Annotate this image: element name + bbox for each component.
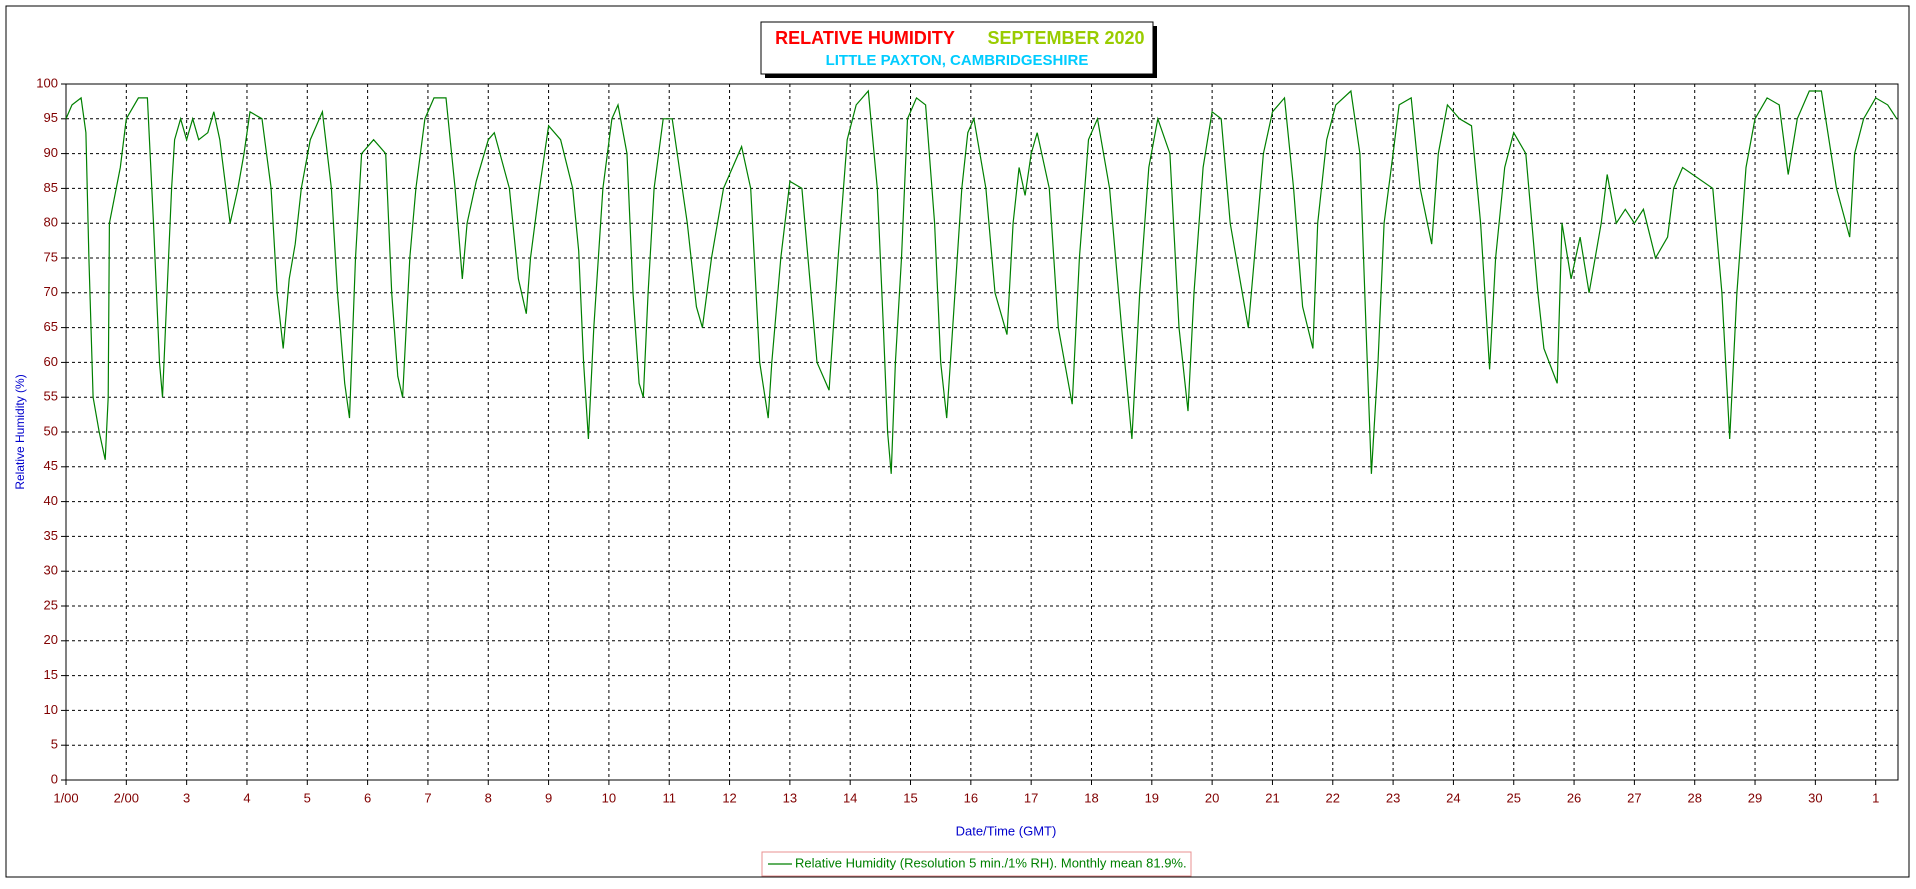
plot-frame	[65, 83, 1899, 781]
x-tick-label: 26	[1567, 790, 1581, 805]
y-tick-label: 0	[51, 771, 58, 786]
x-tick-label: 8	[485, 790, 492, 805]
y-tick-label: 20	[44, 632, 58, 647]
x-tick-label: 10	[602, 790, 616, 805]
title-box	[760, 21, 1154, 75]
y-tick-label: 65	[44, 319, 58, 334]
y-tick-label: 95	[44, 110, 58, 125]
legend-box	[761, 851, 1192, 877]
x-tick-label: 13	[783, 790, 797, 805]
x-tick-label: 1/00	[53, 790, 78, 805]
x-tick-label: 16	[964, 790, 978, 805]
y-tick-label: 60	[44, 354, 58, 369]
x-tick-label: 28	[1687, 790, 1701, 805]
x-tick-label: 30	[1808, 790, 1822, 805]
x-tick-label: 20	[1205, 790, 1219, 805]
x-tick-label: 14	[843, 790, 857, 805]
chart-title: RELATIVE HUMIDITY	[775, 28, 955, 48]
x-tick-label: 9	[545, 790, 552, 805]
x-tick-label: 6	[364, 790, 371, 805]
y-tick-label: 75	[44, 249, 58, 264]
y-tick-label: 35	[44, 528, 58, 543]
y-tick-label: 80	[44, 215, 58, 230]
y-tick-label: 85	[44, 180, 58, 195]
y-tick-label: 45	[44, 458, 58, 473]
y-tick-label: 15	[44, 667, 58, 682]
y-tick-label: 90	[44, 145, 58, 160]
x-tick-label: 21	[1265, 790, 1279, 805]
y-tick-label: 5	[51, 737, 58, 752]
x-tick-label: 5	[304, 790, 311, 805]
x-tick-label: 15	[903, 790, 917, 805]
x-tick-label: 18	[1084, 790, 1098, 805]
x-tick-label: 19	[1145, 790, 1159, 805]
x-tick-label: 24	[1446, 790, 1460, 805]
x-tick-label: 23	[1386, 790, 1400, 805]
x-tick-label: 17	[1024, 790, 1038, 805]
x-tick-label: 29	[1748, 790, 1762, 805]
x-axis-title: Date/Time (GMT)	[956, 823, 1057, 838]
x-tick-label: 22	[1326, 790, 1340, 805]
x-tick-label: 1	[1872, 790, 1879, 805]
x-tick-label: 27	[1627, 790, 1641, 805]
chart-title-period: SEPTEMBER 2020	[987, 28, 1144, 48]
plot-area	[66, 84, 1898, 780]
x-tick-label: 11	[662, 790, 676, 805]
x-tick-label: 7	[424, 790, 431, 805]
y-tick-label: 25	[44, 597, 58, 612]
x-tick-label: 2/00	[114, 790, 139, 805]
y-tick-label: 55	[44, 389, 58, 404]
x-tick-label: 4	[243, 790, 250, 805]
y-tick-label: 50	[44, 423, 58, 438]
y-tick-label: 10	[44, 702, 58, 717]
x-tick-label: 12	[722, 790, 736, 805]
x-tick-label: 25	[1507, 790, 1521, 805]
y-tick-label: 40	[44, 493, 58, 508]
y-tick-label: 100	[36, 75, 58, 90]
chart-subtitle: LITTLE PAXTON, CAMBRIDGESHIRE	[826, 52, 1089, 69]
y-tick-label: 30	[44, 563, 58, 578]
data-line	[65, 89, 1898, 474]
x-tick-label: 3	[183, 790, 190, 805]
y-axis-title: Relative Humidity (%)	[13, 374, 27, 489]
legend-label: Relative Humidity (Resolution 5 min./1% …	[795, 855, 1187, 870]
y-tick-label: 70	[44, 284, 58, 299]
